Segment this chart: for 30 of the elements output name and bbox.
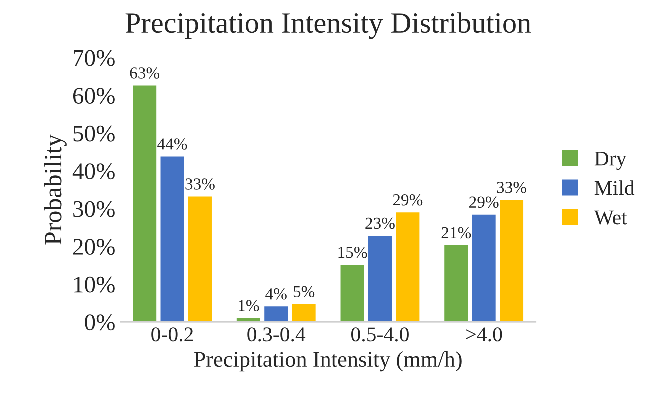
data-label: 4% <box>266 288 287 300</box>
y-tick-label: 70% <box>74 50 115 66</box>
data-label: 29% <box>393 194 423 206</box>
x-tick-label: 0-0.2 <box>152 328 194 342</box>
data-label: 44% <box>158 138 188 150</box>
data-label: 33% <box>497 182 526 194</box>
data-label: 33% <box>186 178 215 190</box>
legend-label: Dry <box>594 152 627 170</box>
y-tick-label: 0% <box>85 314 115 331</box>
data-label: 21% <box>442 227 472 239</box>
y-tick-label: 20% <box>73 239 115 256</box>
data-label: 63% <box>130 68 160 79</box>
x-tick-label: 0.5-4.0 <box>352 328 409 342</box>
y-tick-label: 60% <box>73 88 115 104</box>
y-tick-label: 10% <box>74 276 115 293</box>
y-axis-title: Probability <box>44 134 67 245</box>
chart-title: Precipitation Intensity Distribution <box>126 12 532 40</box>
data-label: 15% <box>338 246 368 258</box>
y-tick-label: 40% <box>72 164 115 180</box>
x-axis-title: Precipitation Intensity (mm/h) <box>194 351 462 372</box>
legend-label: Wet <box>594 210 628 225</box>
data-label: 5% <box>294 286 315 298</box>
x-tick-label: 0.3-0.4 <box>248 328 306 342</box>
data-label: 23% <box>366 218 395 230</box>
data-label: 29% <box>470 196 499 208</box>
data-label: 1% <box>239 300 260 312</box>
x-tick-label: >4.0 <box>466 328 502 342</box>
legend-label: Mild <box>594 180 635 196</box>
y-tick-label: 50% <box>74 126 115 142</box>
y-tick-label: 30% <box>74 201 115 218</box>
